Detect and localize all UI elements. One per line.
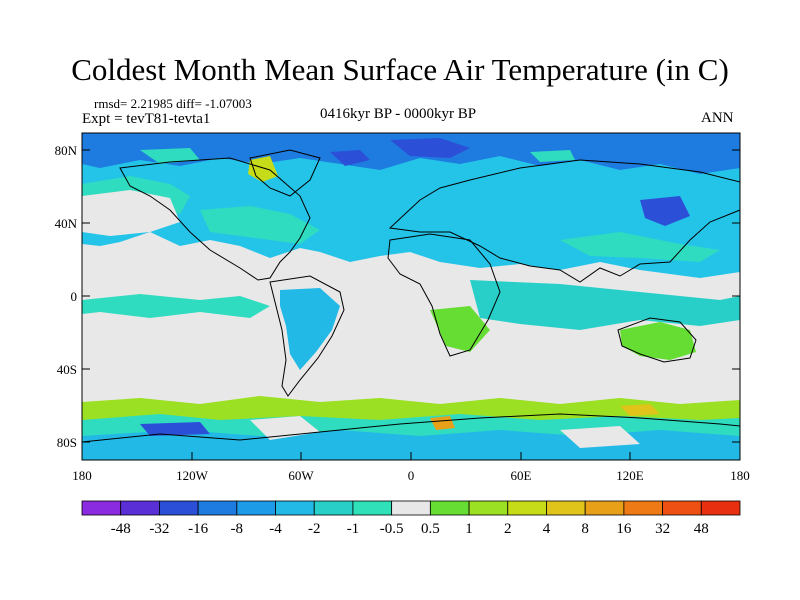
siberia-darkblue <box>640 196 690 226</box>
africa-green <box>430 306 490 352</box>
antarctica-outline <box>81 413 741 443</box>
colorbar-label: -8 <box>231 521 244 537</box>
colorbar-swatch <box>313 500 354 516</box>
period-label: 0416kyr BP - 0000kyr BP <box>320 106 477 122</box>
coastlines <box>81 149 741 443</box>
colorbar-label: -2 <box>308 521 321 537</box>
colorbar-swatch <box>429 500 470 516</box>
arctic-darkblue-1 <box>390 138 470 158</box>
lon-label-60e: 60E <box>511 468 532 483</box>
colorbar-swatch <box>275 500 315 516</box>
colorbar: -48 -32 -16 -8 -4 -2 -1 -0.5 0.5 1 2 4 8 16 32 48 <box>81 500 741 537</box>
lat-label-80s: 80S <box>57 435 77 450</box>
lon-label-120w: 120W <box>176 468 209 483</box>
lon-label-0: 0 <box>408 468 415 483</box>
colorbar-label: 16 <box>616 521 632 537</box>
colorbar-swatch <box>197 500 238 516</box>
colorbar-swatch <box>352 500 393 516</box>
lat-ticks <box>82 149 740 443</box>
nh-white-patch-pacific <box>82 190 180 236</box>
na-teal-field <box>200 206 320 244</box>
colorbar-label: 0.5 <box>421 521 440 537</box>
colorbar-swatch <box>236 500 276 516</box>
colorbar-label: 32 <box>655 521 670 537</box>
season-label: ANN <box>701 110 734 126</box>
colorbar-swatch <box>623 500 663 516</box>
colorbar-label: 2 <box>504 521 512 537</box>
eurasia-outline <box>388 159 741 283</box>
stats-text: rmsd= 2.21985 diff= -1.07003 <box>94 96 252 111</box>
lon-label-120e: 120E <box>616 468 644 483</box>
antarctic-orange-2 <box>430 416 455 430</box>
lat-label-0: 0 <box>71 289 78 304</box>
arctic-teal-1 <box>140 148 200 164</box>
lon-label-180e: 180 <box>730 468 750 483</box>
antarctic-dark-blue <box>140 422 210 436</box>
colorbar-label: -48 <box>111 521 131 537</box>
lat-label-40n: 40N <box>55 216 78 231</box>
experiment-label: Expt = tevT81-tevta1 <box>82 111 211 127</box>
plot-title: Coldest Month Mean Surface Air Temperatu… <box>71 52 729 87</box>
greenland-outline <box>249 149 321 197</box>
colorbar-label: 48 <box>694 521 709 537</box>
lat-label-80n: 80N <box>55 143 78 158</box>
australia-green <box>620 322 696 360</box>
lon-ticks <box>81 452 741 460</box>
colorbar-label: 4 <box>543 521 551 537</box>
north-america-outline <box>119 157 311 281</box>
africa-outline <box>387 233 501 357</box>
arctic-teal-2 <box>530 150 575 162</box>
colorbar-label: 1 <box>465 521 473 537</box>
antarctic-white-2 <box>560 426 640 448</box>
arctic-darkblue-2 <box>330 150 370 166</box>
colorbar-swatch <box>81 500 122 516</box>
tropics-teal-band <box>82 294 270 318</box>
antarctic-orange-1 <box>620 404 660 416</box>
colorbar-label: -1 <box>347 521 360 537</box>
lon-label-60w: 60W <box>288 468 314 483</box>
lon-label-180w: 180 <box>72 468 92 483</box>
asia-teal-field <box>560 232 720 262</box>
colorbar-swatch <box>584 500 625 516</box>
colorbar-swatch <box>120 500 160 516</box>
south-america-outline <box>269 275 345 397</box>
south-america-field <box>280 288 340 370</box>
colorbar-swatch <box>159 500 199 516</box>
indian-ocean-field <box>470 280 740 330</box>
colorbar-swatch <box>391 500 431 516</box>
colorbar-swatch <box>546 500 586 516</box>
colorbar-swatch <box>700 500 741 516</box>
colorbar-swatch <box>507 500 547 516</box>
colorbar-swatch <box>662 500 702 516</box>
lat-label-40s: 40S <box>57 362 77 377</box>
colorbar-swatch <box>468 500 509 516</box>
colorbar-label: -32 <box>149 521 169 537</box>
colorbar-label: -16 <box>188 521 208 537</box>
australia-outline <box>617 317 697 363</box>
colorbar-label: 8 <box>581 521 589 537</box>
colorbar-label: -4 <box>269 521 282 537</box>
colorbar-label: -0.5 <box>380 521 404 537</box>
